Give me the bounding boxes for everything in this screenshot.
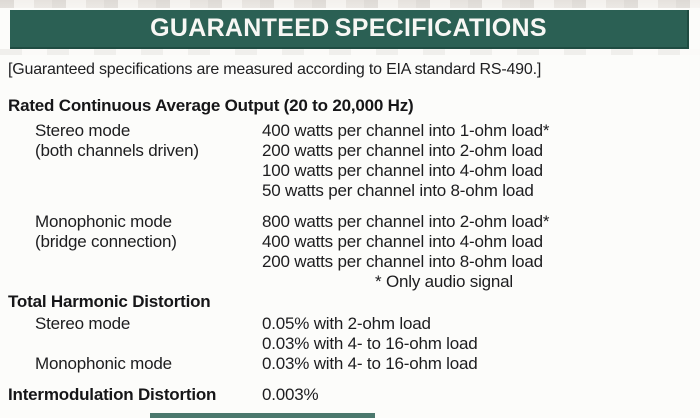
thd-row-stereo: Stereo mode 0.05% with 2-ohm load <box>8 314 692 334</box>
thd-rows: Stereo mode 0.05% with 2-ohm load 0.03% … <box>8 314 692 374</box>
spec-value-line: 400 watts per channel into 4-ohm load <box>262 232 543 251</box>
thd-mono-label: Monophonic mode <box>35 354 172 373</box>
stereo-output-row: Stereo mode (both channels driven) 400 w… <box>8 121 692 201</box>
spec-value-line: 800 watts per channel into 2-ohm load* <box>262 212 550 231</box>
scan-noise-band <box>0 0 700 8</box>
stereo-mode-sublabel: (both channels driven) <box>35 141 199 160</box>
mono-mode-label: Monophonic mode <box>35 212 172 231</box>
measurement-standard-note: [Guaranteed specifications are measured … <box>8 61 542 78</box>
imd-heading: Intermodulation Distortion <box>8 385 217 404</box>
section-title: GUARANTEED SPECIFICATIONS <box>150 14 547 42</box>
thd-stereo-label: Stereo mode <box>35 314 131 333</box>
scan-noise-band-2 <box>0 49 700 55</box>
mono-mode-sublabel: (bridge connection) <box>35 232 177 251</box>
rated-output-heading: Rated Continuous Average Output (20 to 2… <box>8 96 414 115</box>
thd-stereo-value: 0.05% with 2-ohm load <box>262 314 431 333</box>
imd-row: Intermodulation Distortion 0.003% <box>8 386 692 404</box>
thd-mono-value: 0.03% with 4- to 16-ohm load <box>262 354 478 373</box>
section-header-bar: GUARANTEED SPECIFICATIONS <box>10 10 689 49</box>
stereo-mode-label: Stereo mode <box>35 121 131 140</box>
stereo-mode-label-block: Stereo mode (both channels driven) <box>35 121 262 161</box>
thd-heading: Total Harmonic Distortion <box>8 292 211 311</box>
thd-stereo-value-2: 0.03% with 4- to 16-ohm load <box>262 334 478 353</box>
audio-signal-footnote: * Only audio signal <box>375 272 513 291</box>
thd-row-continued: 0.03% with 4- to 16-ohm load <box>8 334 692 354</box>
thd-row-mono: Monophonic mode 0.03% with 4- to 16-ohm … <box>8 354 692 374</box>
spec-value-line: 400 watts per channel into 1-ohm load* <box>262 121 550 140</box>
spec-value-line: 200 watts per channel into 2-ohm load <box>262 141 543 160</box>
spec-value-line: 100 watts per channel into 4-ohm load <box>262 161 543 180</box>
stereo-output-values: 400 watts per channel into 1-ohm load* 2… <box>262 121 549 201</box>
mono-mode-label-block: Monophonic mode (bridge connection) <box>35 212 262 252</box>
next-section-bar-edge <box>150 413 375 418</box>
spec-value-line: 50 watts per channel into 8-ohm load <box>262 181 534 200</box>
mono-output-row: Monophonic mode (bridge connection) 800 … <box>8 212 692 272</box>
imd-value: 0.003% <box>262 385 319 404</box>
spec-content: [Guaranteed specifications are measured … <box>8 0 692 404</box>
mono-output-values: 800 watts per channel into 2-ohm load* 4… <box>262 212 549 272</box>
spec-value-line: 200 watts per channel into 8-ohm load <box>262 252 543 271</box>
